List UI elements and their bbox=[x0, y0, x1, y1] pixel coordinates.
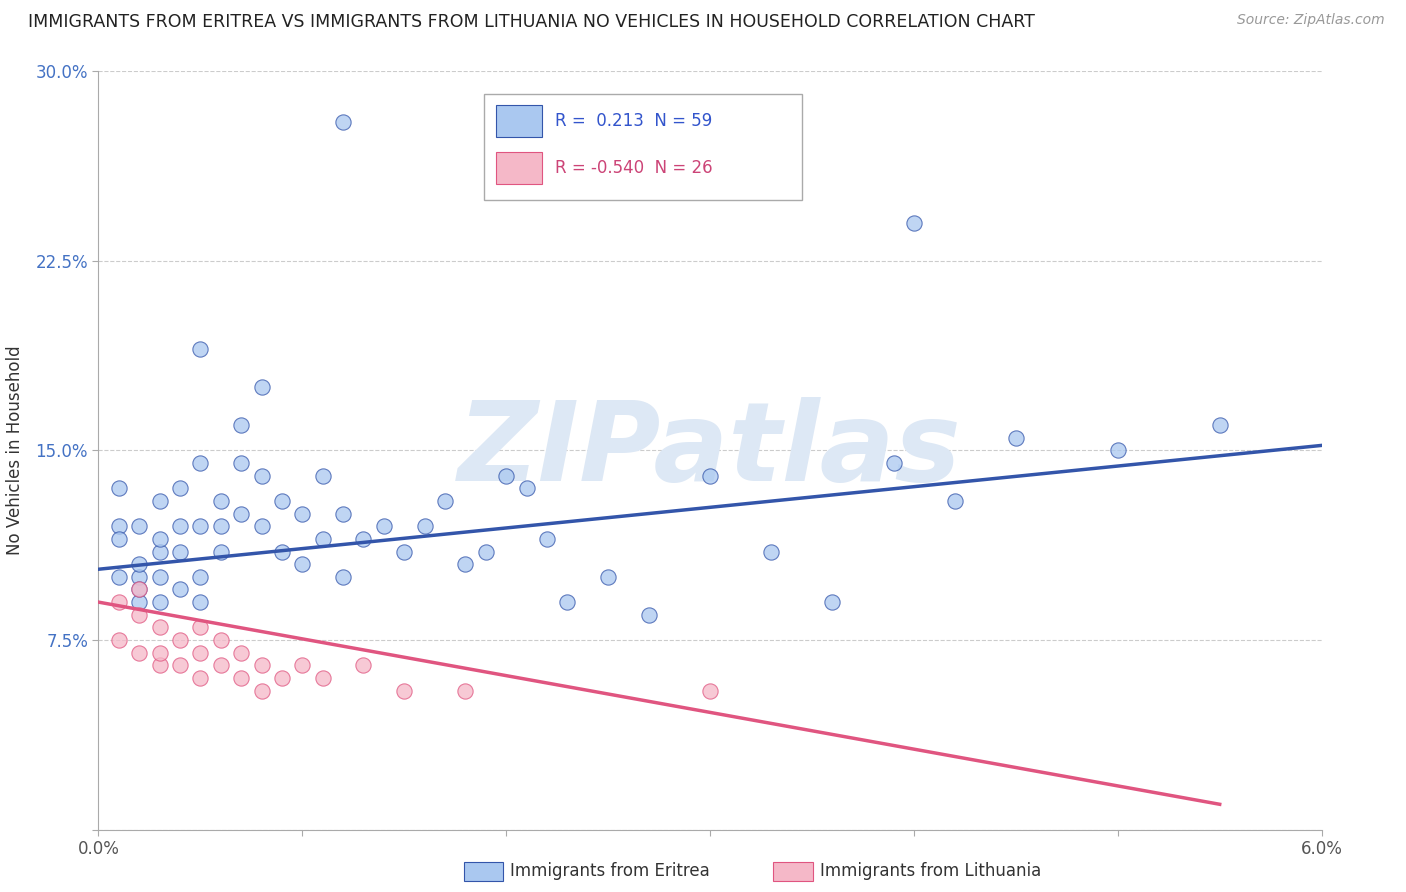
Bar bbox=[496, 152, 543, 184]
Y-axis label: No Vehicles in Household: No Vehicles in Household bbox=[6, 345, 24, 556]
Text: Immigrants from Lithuania: Immigrants from Lithuania bbox=[820, 863, 1040, 880]
Text: R =  0.213  N = 59: R = 0.213 N = 59 bbox=[555, 112, 711, 130]
Text: Source: ZipAtlas.com: Source: ZipAtlas.com bbox=[1237, 13, 1385, 28]
FancyBboxPatch shape bbox=[484, 95, 801, 201]
Text: Immigrants from Eritrea: Immigrants from Eritrea bbox=[510, 863, 710, 880]
Text: R = -0.540  N = 26: R = -0.540 N = 26 bbox=[555, 159, 713, 177]
Text: IMMIGRANTS FROM ERITREA VS IMMIGRANTS FROM LITHUANIA NO VEHICLES IN HOUSEHOLD CO: IMMIGRANTS FROM ERITREA VS IMMIGRANTS FR… bbox=[28, 13, 1035, 31]
Text: ZIPatlas: ZIPatlas bbox=[458, 397, 962, 504]
Bar bbox=[496, 105, 543, 137]
